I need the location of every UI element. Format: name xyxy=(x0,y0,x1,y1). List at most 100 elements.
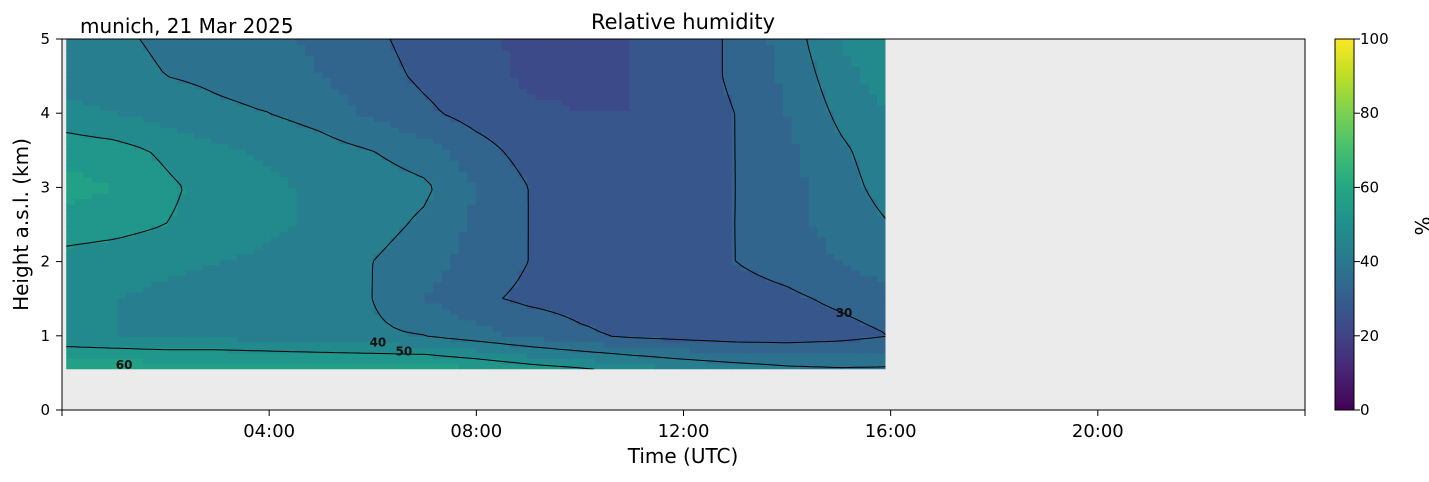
heatmap-cell xyxy=(518,83,528,90)
heatmap-cell xyxy=(731,341,741,348)
heatmap-cell xyxy=(185,347,195,354)
heatmap-cell xyxy=(578,308,588,315)
heatmap-cell xyxy=(134,138,144,145)
heatmap-cell xyxy=(202,94,212,101)
heatmap-cell xyxy=(663,352,673,359)
heatmap-cell xyxy=(612,176,622,183)
heatmap-cell xyxy=(373,193,383,200)
heatmap-cell xyxy=(83,215,93,222)
heatmap-cell xyxy=(620,330,631,337)
heatmap-cell xyxy=(646,336,656,343)
heatmap-cell xyxy=(697,83,707,90)
heatmap-cell xyxy=(501,248,511,255)
heatmap-cell xyxy=(194,308,204,315)
heatmap-cell xyxy=(680,94,690,101)
heatmap-cell xyxy=(731,297,741,304)
heatmap-cell xyxy=(774,347,784,354)
heatmap-cell xyxy=(142,50,153,57)
heatmap-cell xyxy=(347,154,357,161)
heatmap-cell xyxy=(194,352,204,359)
heatmap-cell xyxy=(202,220,212,227)
heatmap-cell xyxy=(424,292,434,299)
heatmap-cell xyxy=(253,226,264,233)
heatmap-cell xyxy=(612,226,622,233)
heatmap-cell xyxy=(612,138,622,145)
heatmap-cell xyxy=(347,303,357,310)
heatmap-cell xyxy=(253,347,264,354)
heatmap-cell xyxy=(262,209,272,216)
heatmap-cell xyxy=(433,72,443,79)
heatmap-cell xyxy=(552,50,562,57)
heatmap-cell xyxy=(740,182,750,189)
heatmap-cell xyxy=(373,105,383,112)
heatmap-cell xyxy=(177,319,187,326)
heatmap-cell xyxy=(399,138,409,145)
heatmap-cell xyxy=(270,358,281,365)
heatmap-cell xyxy=(168,110,178,117)
heatmap-cell xyxy=(689,165,699,172)
heatmap-cell xyxy=(356,341,366,348)
heatmap-cell xyxy=(544,259,554,266)
heatmap-cell xyxy=(399,39,409,46)
heatmap-cell xyxy=(185,39,195,46)
heatmap-cell xyxy=(680,44,690,51)
heatmap-cell xyxy=(288,358,298,365)
heatmap-cell xyxy=(578,259,588,266)
heatmap-cell xyxy=(757,55,767,62)
heatmap-cell xyxy=(305,325,315,332)
heatmap-cell xyxy=(253,182,264,189)
heatmap-cell xyxy=(450,281,460,288)
heatmap-cell xyxy=(134,99,144,106)
heatmap-cell xyxy=(544,143,554,150)
heatmap-cell xyxy=(629,77,639,84)
heatmap-cell xyxy=(646,275,656,282)
heatmap-cell xyxy=(714,209,724,216)
heatmap-cell xyxy=(202,88,212,95)
heatmap-cell xyxy=(637,330,648,337)
heatmap-cell xyxy=(339,253,349,260)
heatmap-cell xyxy=(450,182,460,189)
heatmap-cell xyxy=(509,220,520,227)
heatmap-cell xyxy=(501,314,511,321)
heatmap-cell xyxy=(262,330,272,337)
heatmap-cell xyxy=(228,66,238,73)
heatmap-cell xyxy=(680,198,690,205)
heatmap-cell xyxy=(544,314,554,321)
heatmap-cell xyxy=(714,292,724,299)
heatmap-cell xyxy=(279,198,289,205)
heatmap-cell xyxy=(194,39,204,46)
heatmap-cell xyxy=(108,336,118,343)
heatmap-cell xyxy=(253,297,264,304)
heatmap-cell xyxy=(305,72,315,79)
heatmap-cell xyxy=(108,160,118,167)
heatmap-cell xyxy=(552,259,562,266)
heatmap-cell xyxy=(774,336,784,343)
heatmap-cell xyxy=(151,336,161,343)
heatmap-cell xyxy=(467,127,477,134)
heatmap-cell xyxy=(603,99,613,106)
heatmap-cell xyxy=(185,363,195,370)
heatmap-cell xyxy=(637,220,648,227)
heatmap-cell xyxy=(748,187,759,194)
heatmap-cell xyxy=(125,259,136,266)
heatmap-cell xyxy=(83,110,93,117)
heatmap-cell xyxy=(561,253,571,260)
heatmap-cell xyxy=(586,264,596,271)
heatmap-cell xyxy=(108,308,118,315)
heatmap-cell xyxy=(714,105,724,112)
heatmap-cell xyxy=(603,231,613,238)
heatmap-cell xyxy=(347,66,357,73)
heatmap-cell xyxy=(655,121,665,128)
heatmap-cell xyxy=(595,275,605,282)
heatmap-cell xyxy=(467,204,477,211)
heatmap-cell xyxy=(364,154,374,161)
heatmap-cell xyxy=(313,264,323,271)
heatmap-cell xyxy=(450,132,460,139)
heatmap-cell xyxy=(100,248,110,255)
heatmap-cell xyxy=(544,270,554,277)
heatmap-cell xyxy=(458,231,468,238)
heatmap-cell xyxy=(330,160,340,167)
heatmap-cell xyxy=(757,259,767,266)
heatmap-cell xyxy=(194,330,204,337)
heatmap-cell xyxy=(714,363,724,370)
